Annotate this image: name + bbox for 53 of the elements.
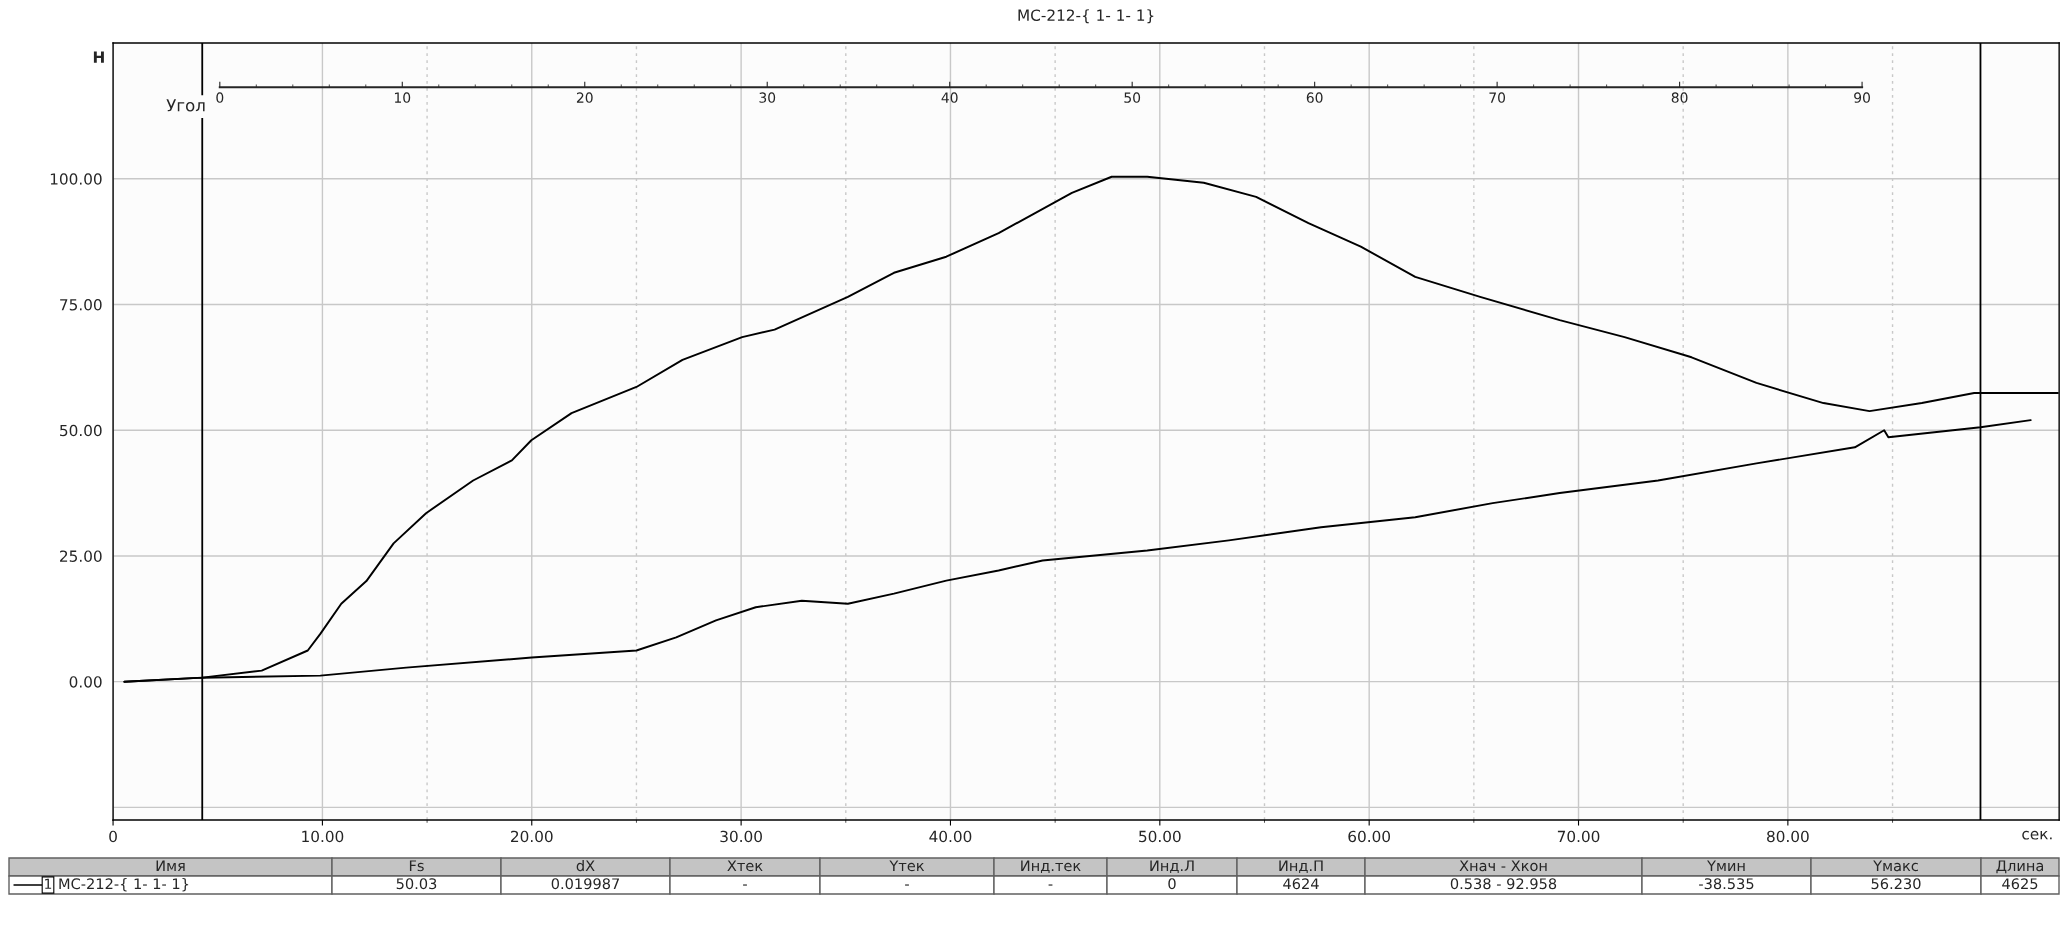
- text: -: [1048, 884, 1053, 886]
- text: -: [905, 884, 909, 886]
- text: 0.019987: [551, 878, 620, 890]
- text: Yмакс: [1873, 860, 1918, 872]
- text: 50.03: [396, 878, 437, 890]
- x2-tick-label: 60: [1306, 92, 1323, 103]
- x2-tick-label: 90: [1854, 92, 1870, 103]
- x-tick-label: 30.00: [720, 830, 762, 843]
- y-tick-label: 75.00: [60, 298, 102, 311]
- x-tick-label: 0: [109, 830, 117, 843]
- text: Инд.Л: [1150, 860, 1194, 874]
- x-tick-label: 70.00: [1557, 830, 1600, 843]
- x2-tick-label: 30: [759, 92, 776, 103]
- text: Fs: [409, 860, 424, 872]
- x-tick-label: 60.00: [1348, 830, 1391, 843]
- x-tick-label: 50.00: [1139, 830, 1181, 843]
- text: 4624: [1283, 878, 1319, 890]
- x-axis-title: сек.: [2022, 830, 2052, 840]
- text: dX: [576, 859, 595, 872]
- text: 56.230: [1871, 878, 1921, 890]
- text: Xтек: [727, 860, 763, 872]
- y-tick-label: 25.00: [60, 550, 102, 562]
- chart-title: MC-212-{ 1- 1- 1}: [1018, 9, 1154, 24]
- x2-tick-label: 10: [394, 92, 411, 103]
- text: Yмин: [1707, 860, 1745, 872]
- text: 4625: [2002, 878, 2038, 890]
- text: MC-212-{ 1- 1- 1}: [59, 877, 189, 892]
- x2-axis-title: Угол: [166, 99, 205, 112]
- text: 0: [1168, 878, 1176, 890]
- text: Инд.тек: [1021, 860, 1081, 874]
- text: Длина: [1996, 860, 2044, 874]
- y-tick-label: 0.00: [69, 676, 102, 688]
- x2-tick-label: 70: [1489, 92, 1506, 103]
- text: -: [743, 884, 747, 886]
- text: Yтек: [889, 860, 925, 872]
- y-tick-label: 100.00: [50, 173, 102, 185]
- y-axis-title: Н: [93, 51, 104, 63]
- y-tick-label: 50.00: [60, 424, 102, 437]
- x-tick-label: 80.00: [1767, 830, 1809, 843]
- x-tick-label: 40.00: [929, 830, 972, 843]
- text: Инд.П: [1279, 860, 1323, 874]
- text: Xнач - Xкон: [1459, 860, 1547, 872]
- text: -38.535: [1699, 878, 1754, 890]
- x-tick-label: 10.00: [302, 830, 344, 843]
- x2-tick-label: 40: [941, 92, 958, 103]
- x2-tick-label: 20: [576, 92, 593, 103]
- text: Имя: [156, 860, 185, 872]
- x-tick-label: 20.00: [511, 830, 553, 843]
- text: 0.538 - 92.958: [1450, 878, 1557, 890]
- x2-tick-label: 0: [216, 92, 224, 103]
- x2-tick-label: 50: [1124, 92, 1141, 103]
- text: 1: [45, 878, 52, 889]
- x2-tick-label: 80: [1671, 92, 1688, 103]
